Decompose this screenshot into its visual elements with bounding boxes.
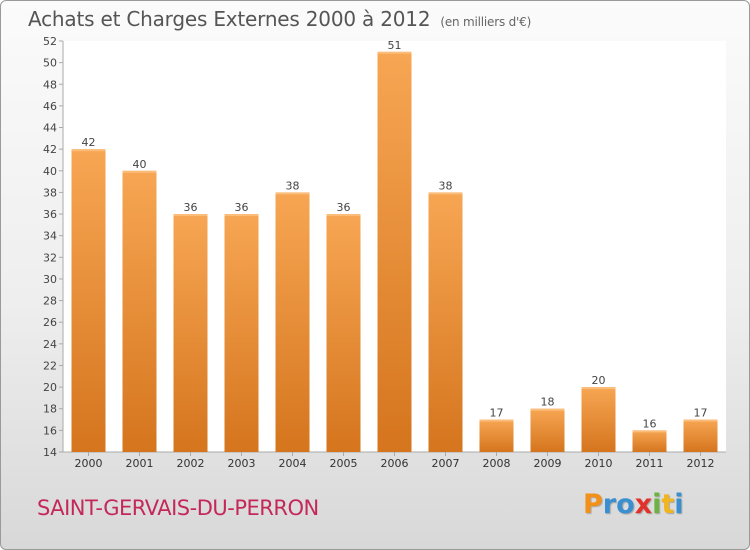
bar-2004 xyxy=(275,192,310,452)
x-tick-label: 2010 xyxy=(585,457,613,470)
x-tick-label: 2005 xyxy=(330,457,358,470)
bars xyxy=(71,51,718,452)
x-tick-label: 2008 xyxy=(483,457,511,470)
value-label: 17 xyxy=(694,407,708,420)
x-tick-label: 2007 xyxy=(432,457,460,470)
bar-2006 xyxy=(377,51,412,452)
axes: 14 16 18 20 22 24 26 28 30 32 34 36 38 40 42 44 46 48 50 52… xyxy=(43,35,726,470)
bar-2000 xyxy=(71,149,106,452)
bar-2001 xyxy=(122,170,157,452)
y-tick-label: 18 xyxy=(43,403,57,416)
y-tick-label: 40 xyxy=(43,165,57,178)
x-tick-label: 2004 xyxy=(279,457,307,470)
bar-highlight xyxy=(71,149,106,152)
y-tick-label: 34 xyxy=(43,230,57,243)
y-tick-label: 14 xyxy=(43,446,57,459)
value-label: 16 xyxy=(643,417,657,430)
value-label: 40 xyxy=(133,158,147,171)
value-label: 18 xyxy=(541,396,555,409)
y-tick-label: 16 xyxy=(43,424,57,437)
y-tick-label: 48 xyxy=(43,78,57,91)
x-tick-label: 2000 xyxy=(75,457,103,470)
bar-highlight xyxy=(530,408,565,411)
y-tick-label: 32 xyxy=(43,251,57,264)
logo-letter: r xyxy=(602,489,617,520)
y-tick-label: 28 xyxy=(43,295,57,308)
bar-2010 xyxy=(581,387,616,452)
bar-highlight xyxy=(275,192,310,195)
y-tick-label: 20 xyxy=(43,381,57,394)
x-tick-label: 2001 xyxy=(126,457,154,470)
bar-highlight xyxy=(224,214,259,217)
y-tick-label: 38 xyxy=(43,186,57,199)
logo-letter: i xyxy=(674,489,684,520)
bar-highlight xyxy=(326,214,361,217)
bar-highlight xyxy=(479,419,514,422)
y-tick-label: 52 xyxy=(43,35,57,48)
bar-highlight xyxy=(683,419,718,422)
value-labels: 42 40 36 36 38 36 51 38 17 18 20 16 17 xyxy=(82,39,708,431)
value-label: 36 xyxy=(235,201,249,214)
logo-letter: t xyxy=(661,489,675,520)
y-tick-label: 24 xyxy=(43,338,57,351)
value-label: 42 xyxy=(82,136,96,149)
value-label: 20 xyxy=(592,374,606,387)
x-tick-label: 2006 xyxy=(381,457,409,470)
bar-highlight xyxy=(173,214,208,217)
chart-title-text: Achats et Charges Externes 2000 à 2012 xyxy=(28,7,431,31)
logo-letter: o xyxy=(616,489,635,520)
bar-2002 xyxy=(173,214,208,452)
bar-highlight xyxy=(632,430,667,433)
proxiti-logo: Proxiti xyxy=(583,489,684,520)
chart-title: Achats et Charges Externes 2000 à 2012 (e… xyxy=(28,7,531,31)
bar-2005 xyxy=(326,214,361,452)
x-tick-label: 2012 xyxy=(687,457,715,470)
y-tick-label: 26 xyxy=(43,316,57,329)
value-label: 38 xyxy=(286,179,300,192)
x-tick-label: 2011 xyxy=(636,457,664,470)
bar-2007 xyxy=(428,192,463,452)
bar-highlight xyxy=(377,51,412,54)
chart-unit: (en milliers d'€) xyxy=(440,15,532,29)
logo-letter: i xyxy=(652,489,662,520)
y-tick-label: 42 xyxy=(43,143,57,156)
bar-highlight xyxy=(428,192,463,195)
x-tick-label: 2002 xyxy=(177,457,205,470)
bar-highlight xyxy=(122,170,157,173)
y-tick-label: 46 xyxy=(43,100,57,113)
value-label: 36 xyxy=(337,201,351,214)
bar-2008 xyxy=(479,419,514,452)
bar-2012 xyxy=(683,419,718,452)
y-tick-label: 44 xyxy=(43,122,57,135)
y-tick-label: 30 xyxy=(43,273,57,286)
commune-name: SAINT-GERVAIS-DU-PERRON xyxy=(37,496,319,520)
logo-letter: x xyxy=(634,489,653,520)
value-label: 38 xyxy=(439,179,453,192)
bar-2009 xyxy=(530,408,565,452)
bar-highlight xyxy=(581,387,616,390)
x-tick-label: 2003 xyxy=(228,457,256,470)
value-label: 17 xyxy=(490,407,504,420)
x-tick-label: 2009 xyxy=(534,457,562,470)
logo-letter: P xyxy=(583,489,603,520)
value-label: 36 xyxy=(184,201,198,214)
y-tick-label: 36 xyxy=(43,208,57,221)
value-label: 51 xyxy=(388,39,402,52)
bar-2011 xyxy=(632,430,667,452)
y-tick-label: 50 xyxy=(43,57,57,70)
y-tick-label: 22 xyxy=(43,359,57,372)
bar-2003 xyxy=(224,214,259,452)
